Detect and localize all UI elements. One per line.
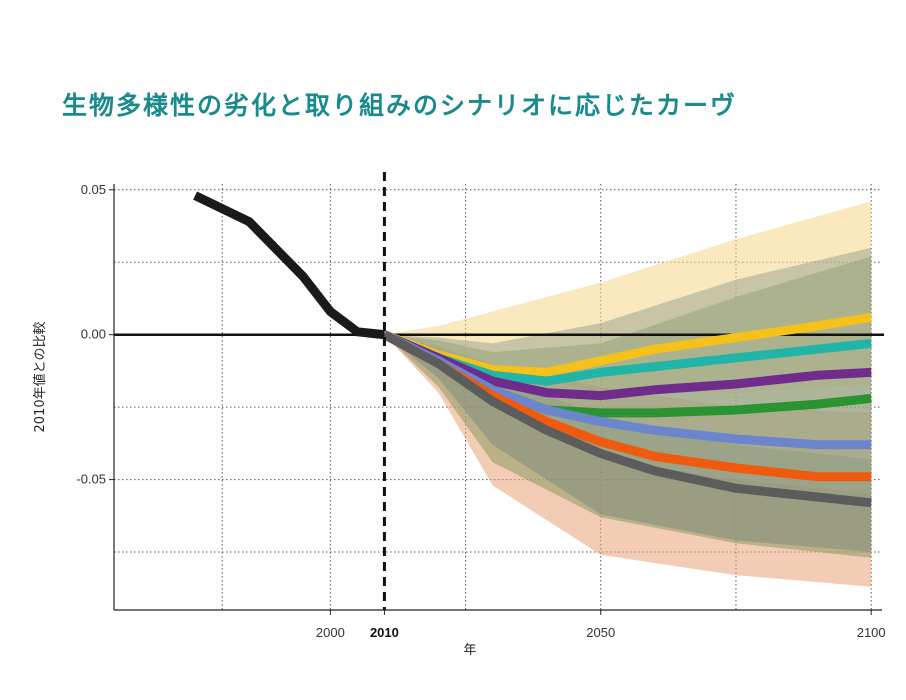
chart-title: 生物多様性の劣化と取り組みのシナリオに応じたカーヴ bbox=[62, 91, 738, 120]
x-tick-label-0: 2000 bbox=[316, 625, 345, 640]
y-tick-label-0: 0.05 bbox=[81, 182, 106, 197]
x-axis-label: 年 bbox=[463, 643, 476, 658]
x-tick-label-1: 2010 bbox=[370, 625, 399, 640]
scenario-line-6 bbox=[382, 330, 872, 508]
x-tick-label-2: 2050 bbox=[586, 625, 615, 640]
y-tick-label-1: 0.00 bbox=[81, 327, 106, 342]
historical-line bbox=[193, 191, 385, 340]
y-axis-label: 2010年値との比較 bbox=[32, 322, 48, 433]
x-tick-label-3: 2100 bbox=[857, 625, 886, 640]
y-tick-label-2: -0.05 bbox=[76, 472, 106, 487]
